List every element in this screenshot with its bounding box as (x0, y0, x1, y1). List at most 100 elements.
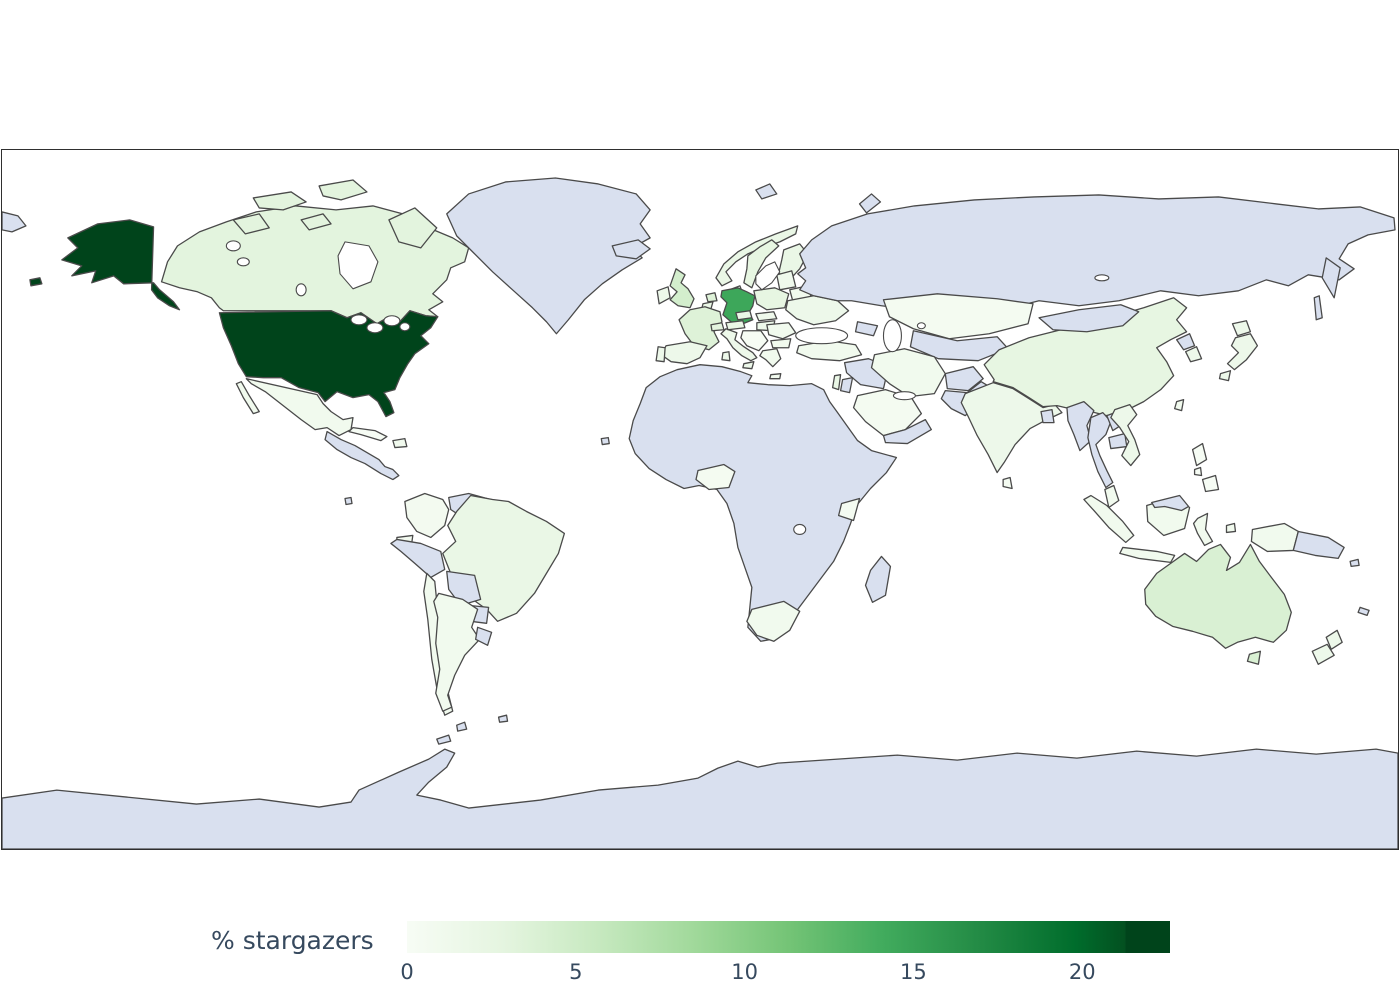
country-canada-arctic-island-2 (318, 179, 368, 201)
country-indonesia-papua (1250, 522, 1299, 553)
country-colombia (404, 492, 450, 539)
country-vietnam (1110, 403, 1141, 467)
country-afghanistan (944, 366, 984, 392)
country-iran (870, 348, 946, 398)
country-antarctica-islet-2 (456, 721, 468, 732)
country-taiwan (1173, 398, 1185, 412)
great-lake-superior (350, 314, 368, 326)
country-caucasus (854, 321, 879, 337)
country-falklands (497, 714, 509, 723)
country-russia-chukotka-west-edge (2, 211, 27, 233)
country-central-asia (909, 330, 1009, 362)
country-canada-arctic-island-4 (300, 213, 332, 231)
country-indonesia-java (1119, 546, 1176, 564)
country-russia-kamchatka (1321, 257, 1341, 299)
lake-victoria (793, 523, 807, 535)
country-uruguay (474, 626, 493, 646)
country-japan-hokkaido (1231, 320, 1252, 337)
country-antarctica-islet-1 (436, 734, 452, 745)
country-czechia (735, 310, 753, 321)
country-canada-baffin-island (388, 207, 438, 249)
country-portugal (655, 346, 666, 363)
baltic-sea (755, 261, 781, 291)
country-peru (390, 538, 446, 579)
country-greece-crete (769, 373, 782, 380)
country-jordan (839, 377, 854, 394)
country-philippines-luzon (1191, 442, 1208, 467)
great-slave-lake (236, 257, 250, 267)
country-philippines-mindanao (1201, 474, 1220, 493)
colorbar-gradient (407, 921, 1170, 953)
countries-layer (2, 177, 1398, 849)
country-new-caledonia-dot (1357, 606, 1370, 616)
country-spain (660, 341, 708, 365)
country-north-korea (1175, 333, 1196, 351)
country-united-states-alaska (61, 219, 181, 311)
country-central-america (324, 430, 400, 481)
colorbar-label: % stargazers (211, 926, 374, 955)
colorbar-tick-20: 20 (1068, 960, 1096, 984)
country-ireland (656, 286, 671, 305)
country-madagascar (864, 555, 892, 604)
country-israel (831, 374, 842, 391)
country-russia-novaya-zemlya (858, 193, 882, 214)
great-lake-michigan (366, 322, 384, 334)
country-united-states-aleutian-dot (29, 277, 43, 287)
country-western-balkans (740, 330, 769, 352)
country-africa-mainland (628, 364, 898, 642)
country-philippines-visayas (1193, 466, 1203, 477)
country-iceland (611, 239, 651, 260)
country-romania (766, 322, 797, 340)
aral-sea (916, 322, 926, 330)
colorbar-tick-0: 0 (400, 960, 414, 984)
country-bulgaria (770, 338, 792, 349)
caspian-sea (882, 319, 902, 353)
country-india (960, 382, 1063, 474)
country-netherlands (705, 292, 718, 303)
country-mexico-baja (235, 381, 260, 415)
black-sea (795, 327, 849, 345)
country-france (678, 306, 723, 351)
country-thailand (1087, 411, 1114, 489)
lake-baikal (1094, 274, 1110, 282)
country-italy (720, 328, 758, 362)
country-greece (759, 348, 782, 368)
world-map (2, 177, 1398, 849)
country-new-zealand-north (1325, 629, 1343, 650)
country-japan-honshu (1226, 333, 1259, 371)
country-galapagos-dot (344, 496, 353, 506)
country-japan-kyushu (1218, 370, 1232, 382)
country-australia (1144, 543, 1292, 649)
country-svalbard (755, 183, 778, 200)
country-south-korea (1184, 346, 1203, 363)
country-hispaniola (392, 437, 408, 449)
country-cambodia (1108, 432, 1128, 450)
country-papua-new-guinea (1292, 530, 1345, 560)
country-south-africa (746, 600, 801, 642)
lakes-seas-layer (225, 240, 1110, 535)
country-russia (797, 194, 1396, 317)
colorbar-tick-10: 10 (731, 960, 758, 984)
country-austria (725, 320, 746, 331)
country-solomon-dot (1349, 558, 1360, 568)
country-cape-verde-dot (600, 436, 610, 446)
lake-winnipeg (295, 283, 307, 297)
country-antarctica (2, 748, 1398, 849)
country-russia-sakhalin (1313, 295, 1323, 321)
country-kenya (837, 497, 861, 522)
country-australia-tasmania (1246, 650, 1262, 665)
colorbar-tick-5: 5 (569, 960, 583, 984)
country-malaysia-peninsula (1104, 484, 1120, 509)
country-greenland (446, 177, 651, 335)
country-italy-sardinia (721, 351, 731, 362)
country-argentina (433, 592, 481, 712)
country-mexico (245, 378, 354, 437)
country-canada-arctic-island-1 (252, 191, 307, 211)
country-indonesia-moluccas (1225, 522, 1237, 534)
country-kazakhstan (882, 293, 1034, 340)
country-indonesia-sumatra (1083, 494, 1135, 544)
country-yemen-oman (882, 418, 932, 445)
colorbar-ticks: 0 5 10 15 20 (400, 960, 1170, 988)
country-poland (753, 287, 790, 311)
country-mongolia (1038, 304, 1140, 333)
